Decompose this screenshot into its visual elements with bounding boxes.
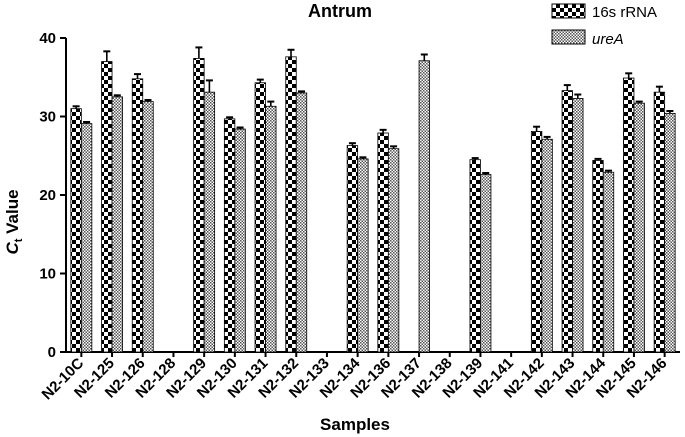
bar-urea <box>203 91 216 353</box>
bar-urea <box>480 174 492 353</box>
bar-16s-rrna <box>254 82 266 353</box>
bar-urea <box>295 92 308 353</box>
y-tick-label: 10 <box>39 266 56 283</box>
y-tick-label: 30 <box>39 109 56 126</box>
bar-urea <box>265 105 277 353</box>
y-tick-label: 0 <box>48 344 56 361</box>
bar-16s-rrna <box>223 118 236 353</box>
bar-urea <box>541 138 553 353</box>
y-axis-label-rest: Value <box>3 189 22 238</box>
bar-16s-rrna <box>530 131 543 353</box>
legend-label-urea: ureA <box>592 31 624 48</box>
bar-urea <box>234 128 246 353</box>
y-axis-label: Ct Value <box>3 189 25 254</box>
y-axis-label-main: C <box>3 242 22 255</box>
bar-urea <box>387 148 400 353</box>
y-tick-label: 20 <box>39 187 56 204</box>
bar-urea <box>142 101 154 353</box>
category-labels: N2-10CN2-125N2-126N2-128N2-129N2-130N2-1… <box>39 352 670 403</box>
bar-16s-rrna <box>70 108 82 353</box>
bar-urea <box>664 112 676 353</box>
legend-swatch-urea <box>551 29 586 45</box>
bar-urea <box>357 158 369 353</box>
bar-16s-rrna <box>623 77 635 353</box>
bar-16s-rrna <box>561 90 573 353</box>
bar-16s-rrna <box>285 56 297 353</box>
bar-urea <box>602 171 615 353</box>
legend: 16s rRNA ureA <box>551 3 657 48</box>
bar-16s-rrna <box>377 132 389 353</box>
bar-urea <box>80 123 93 353</box>
bar-urea <box>572 98 584 353</box>
bar-urea <box>111 96 123 353</box>
y-tick-label: 40 <box>39 30 56 47</box>
bar-16s-rrna <box>101 61 113 353</box>
bar-16s-rrna <box>592 160 604 353</box>
bar-16s-rrna <box>653 91 666 353</box>
bars <box>70 46 676 353</box>
y-axis-label-subscript: t <box>13 238 25 242</box>
bar-16s-rrna <box>469 159 481 353</box>
bar-urea <box>633 102 645 353</box>
bar-16s-rrna <box>193 58 205 353</box>
bar-urea <box>418 60 430 353</box>
legend-swatch-16s-rrna <box>551 3 586 19</box>
legend-label-16s-rrna: 16s rRNA <box>592 4 657 21</box>
chart-title: Antrum <box>308 1 372 21</box>
x-axis-label: Samples <box>320 415 390 434</box>
bar-16s-rrna <box>346 145 359 353</box>
bar-16s-rrna <box>131 78 144 353</box>
